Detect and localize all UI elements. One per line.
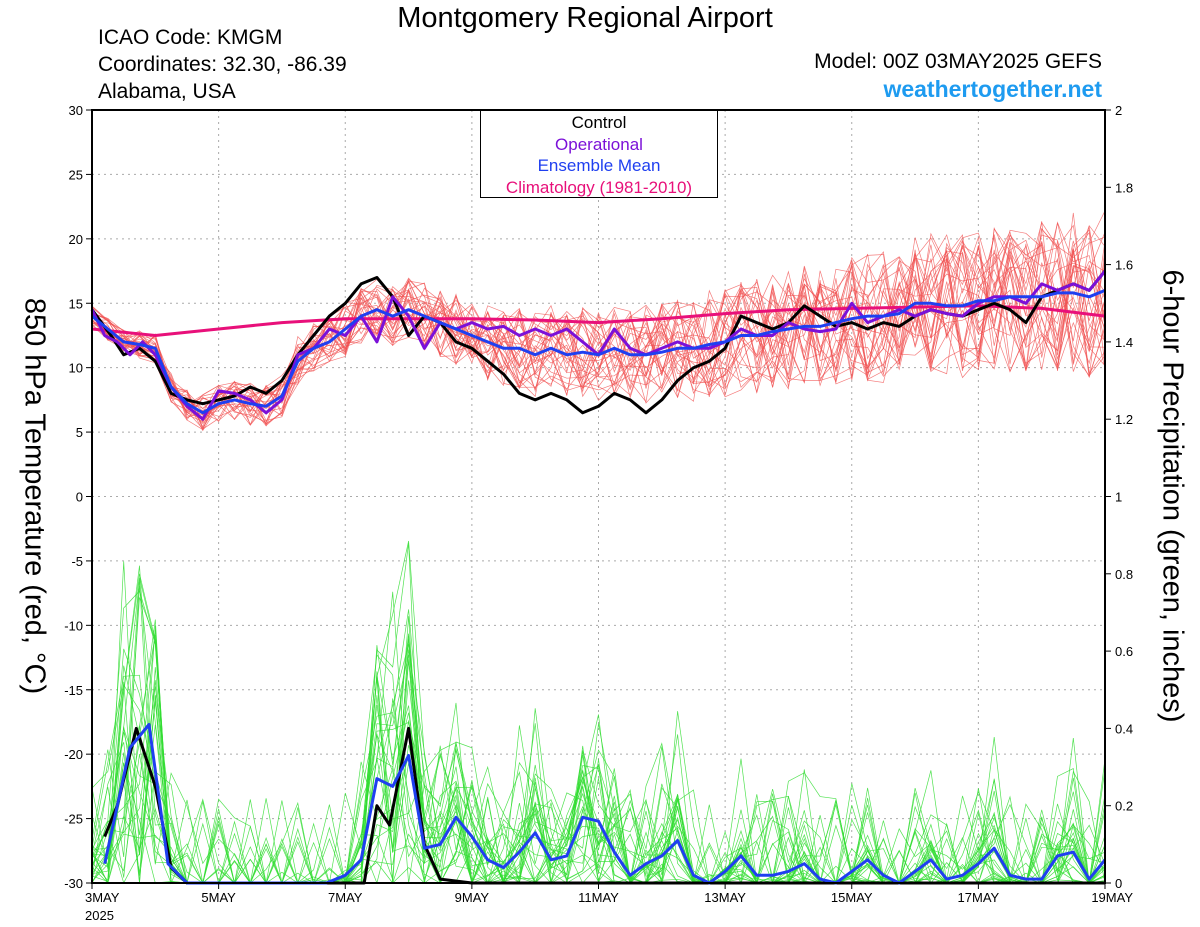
temp-member-line	[91, 240, 1106, 423]
y-left-tick-label: -10	[64, 618, 83, 633]
x-year-label: 2025	[85, 908, 114, 923]
legend-operational: Operational	[555, 134, 643, 154]
x-tick-label: 5MAY	[201, 890, 236, 905]
y-right-tick-label: 0.4	[1115, 721, 1133, 736]
y-right-tick-label: 2	[1115, 103, 1122, 118]
operational-temp-line	[90, 270, 1107, 421]
precip-member-line	[91, 590, 1105, 885]
temp-member-line	[91, 231, 1106, 422]
y-left-tick-label: 0	[76, 490, 83, 505]
y-left-tick-label: -5	[71, 554, 83, 569]
x-tick-label: 3MAY	[85, 890, 120, 905]
y-right-tick-label: 1.8	[1115, 180, 1133, 195]
y-left-tick-label: 20	[69, 232, 83, 247]
y-left-tick-label: -20	[64, 747, 83, 762]
temp-member-line	[91, 234, 1106, 413]
location: Alabama, USA	[98, 80, 236, 103]
grid	[92, 110, 1105, 883]
y-left-tick-label: 25	[69, 167, 83, 182]
x-tick-label: 19MAY	[1091, 890, 1133, 905]
temp-member-line	[91, 226, 1106, 424]
legend: Control Operational Ensemble Mean Climat…	[480, 110, 718, 198]
y-left-tick-label: -25	[64, 812, 83, 827]
precip-member-line	[91, 591, 1106, 885]
legend-ensemble-mean: Ensemble Mean	[537, 156, 661, 175]
y-right-tick-label: 0.2	[1115, 799, 1133, 814]
y-left-tick-label: 15	[69, 296, 83, 311]
ensemble-mean-temp-line	[91, 289, 1106, 415]
chart-title: Montgomery Regional Airport	[397, 2, 773, 34]
legend-climatology: Climatology (1981-2010)	[505, 177, 693, 197]
climatology-line	[91, 304, 1106, 337]
precip-member-line	[91, 561, 1106, 884]
y-right-tick-label: 1	[1115, 490, 1122, 505]
y-axis-left-label: 850 hPa Temperature (red, °C)	[18, 297, 51, 695]
ensemble-mean-precip-line	[103, 723, 1107, 885]
temp-member-line	[91, 251, 1106, 430]
y-right-tick-label: 0.6	[1115, 644, 1133, 659]
y-axis-right-label: 6-hour Precipitation (green, inches)	[1156, 269, 1189, 723]
x-tick-label: 7MAY	[328, 890, 363, 905]
icao-code: ICAO Code: KMGM	[98, 26, 283, 49]
site-link[interactable]: weathertogether.net	[883, 76, 1102, 102]
temp-member-line	[91, 227, 1106, 432]
x-tick-label: 11MAY	[578, 890, 619, 905]
y-left-tick-label: 30	[69, 103, 83, 118]
x-tick-label: 9MAY	[455, 890, 490, 905]
model-run: Model: 00Z 03MAY2025 GEFS	[814, 50, 1102, 73]
temp-member-line	[91, 221, 1106, 422]
y-right-tick-label: 1.2	[1115, 412, 1133, 427]
y-right-tick-label: 1.4	[1115, 335, 1133, 350]
x-tick-label: 15MAY	[831, 890, 873, 905]
x-tick-label: 17MAY	[958, 890, 1000, 905]
temp-member-line	[91, 224, 1106, 419]
y-left-tick-label: -15	[64, 683, 83, 698]
y-right-tick-label: 0	[1115, 876, 1122, 891]
y-right-tick-label: 0.8	[1115, 567, 1133, 582]
x-tick-label: 13MAY	[704, 890, 746, 905]
y-right-tick-label: 1.6	[1115, 258, 1133, 273]
coordinates: Coordinates: 32.30, -86.39	[98, 53, 347, 76]
axis-ticks: 302520151050-5-10-15-20-25-3021.81.61.41…	[64, 103, 1133, 923]
y-left-tick-label: 10	[69, 361, 83, 376]
y-left-tick-label: -30	[64, 876, 83, 891]
precip-member-line	[91, 629, 1106, 885]
temp-member-line	[91, 224, 1106, 426]
legend-control: Control	[571, 113, 627, 132]
y-left-tick-label: 5	[76, 425, 83, 440]
temp-member-line	[91, 221, 1106, 427]
